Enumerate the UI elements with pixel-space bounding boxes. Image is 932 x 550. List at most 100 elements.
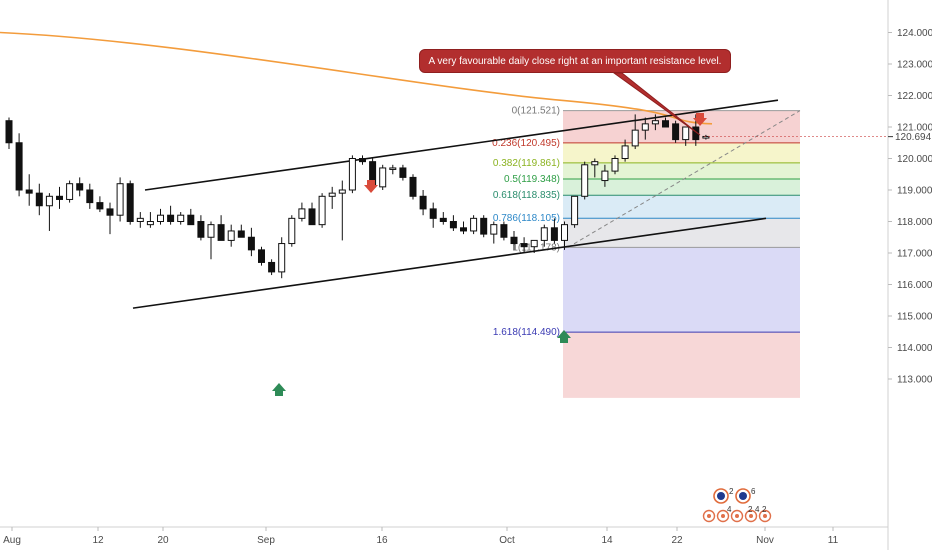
price-axis[interactable]: 124.000 123.000 122.000 121.000 120.000 119.0…: [888, 28, 932, 386]
candle-body: [106, 208, 114, 216]
event-badges[interactable]: 2 64 2 4 2: [702, 487, 772, 523]
price-tick-label: 118.000: [897, 217, 932, 228]
candle-body: [45, 195, 53, 207]
event-badge-icon-dot: [739, 492, 747, 500]
price-tick-label: 120.000: [897, 154, 932, 165]
fib-zone: [563, 162, 800, 180]
price-tick-label: 119.000: [897, 186, 932, 197]
candle-body: [490, 224, 498, 235]
candle-body: [692, 126, 700, 141]
date-tick-label: 11: [828, 535, 839, 546]
candle-body: [520, 243, 528, 248]
badge-count: 4: [755, 505, 760, 514]
date-tick-label: Nov: [756, 535, 774, 546]
badge-count: 2: [729, 487, 734, 496]
date-tick-label: 14: [601, 535, 613, 546]
badge-count: 2: [748, 505, 753, 514]
event-badge-small-dot: [735, 514, 739, 518]
candle-body: [601, 170, 609, 182]
candle-body: [662, 120, 669, 128]
fib-level-label: 0.236(120.495): [492, 138, 560, 149]
fib-level-label: 0.618(118.835): [493, 190, 560, 201]
candle-body: [328, 192, 336, 197]
candle-body: [530, 239, 538, 248]
up-arrow-icon: [272, 383, 286, 396]
candle-body: [550, 227, 558, 241]
fib-level-label: 0.5(119.348): [504, 174, 560, 185]
callout-pointer: [612, 72, 701, 136]
candle-body: [56, 195, 63, 200]
fibonacci-zones: [563, 110, 800, 398]
channel-lower-line[interactable]: [132, 217, 767, 309]
fibonacci-labels: 0(121.521) 1(117.178) 0.236(120.495) 0.382(…: [492, 106, 560, 338]
date-tick-label: Sep: [257, 535, 275, 546]
candle-body: [227, 230, 235, 241]
event-badge-small-dot: [721, 514, 725, 518]
candle-body: [470, 217, 478, 232]
event-badge-icon-dot: [717, 492, 725, 500]
event-badge-small-dot: [763, 514, 767, 518]
fib-zone: [563, 142, 800, 163]
candle-body: [641, 123, 649, 131]
fib-zone: [563, 247, 800, 333]
date-tick-label: 16: [376, 535, 388, 546]
candle-body: [86, 189, 94, 204]
candle-body: [177, 214, 185, 222]
date-tick-label: Oct: [499, 535, 515, 546]
fib-zone: [563, 195, 800, 219]
candle-body: [76, 183, 84, 191]
event-badge-small-dot: [707, 514, 711, 518]
candle-body: [581, 164, 589, 197]
candles: [5, 114, 710, 279]
candle-body: [187, 214, 195, 226]
candle-body: [157, 214, 164, 222]
fib-label-0: 0(121.521): [512, 106, 560, 117]
candle-body: [35, 192, 43, 207]
candle-body: [298, 208, 306, 219]
fib-zone: [563, 218, 800, 248]
candle-body: [268, 261, 276, 273]
candle-body: [237, 230, 245, 238]
candle-body: [540, 227, 548, 241]
fibonacci-trend-line: [567, 110, 801, 248]
candle-body: [500, 224, 508, 238]
date-tick-label: Aug: [3, 535, 21, 546]
candle-body: [631, 129, 639, 147]
candle-body: [5, 120, 13, 144]
candle-body: [379, 167, 387, 188]
date-axis[interactable]: Aug 12 20 Sep 16 Oct 14 22 Nov 11: [3, 527, 839, 546]
markers: [272, 113, 707, 396]
badge-count: 6: [751, 487, 756, 496]
price-tick-label: 113.000: [897, 375, 932, 386]
candle-body: [136, 217, 144, 223]
fib-level-label: 1.618(114.490): [493, 327, 560, 338]
candle-body: [591, 161, 599, 166]
candle-body: [399, 167, 407, 178]
candle-body: [318, 195, 326, 226]
candle-body: [278, 243, 286, 273]
candle-body: [389, 167, 397, 170]
candle-body: [561, 224, 568, 241]
candle-body: [167, 214, 175, 222]
candle-body: [197, 221, 205, 238]
price-tick-label: 114.000: [897, 343, 932, 354]
candle-body: [651, 120, 659, 125]
candle-body: [247, 236, 255, 251]
candle-body: [621, 145, 629, 159]
date-tick-label: 20: [157, 535, 169, 546]
down-arrow-icon: [364, 180, 378, 193]
price-tick-label: 117.000: [897, 249, 932, 260]
price-tick-label: 115.000: [897, 312, 932, 323]
annotation-callout[interactable]: A very favourable daily close right at a…: [419, 49, 731, 73]
candle-body: [66, 183, 74, 200]
candle-body: [146, 221, 154, 226]
date-tick-label: 12: [92, 535, 104, 546]
badge-count: 2: [762, 505, 767, 514]
candle-body: [409, 176, 417, 197]
fib-zone: [563, 110, 800, 143]
candle-body: [439, 217, 447, 223]
candle-body: [429, 208, 437, 219]
candle-body: [672, 123, 680, 141]
fib-zone: [563, 332, 800, 398]
